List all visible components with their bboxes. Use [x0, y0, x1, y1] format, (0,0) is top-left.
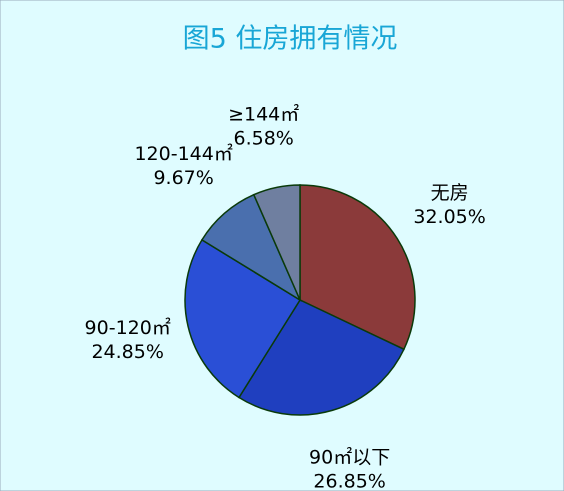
pie-slice: [299, 184, 416, 351]
slice-label: 90㎡以下: [309, 445, 390, 468]
slice-label: ≥144㎡: [228, 102, 299, 125]
slice-label: 120-144㎡: [134, 142, 232, 165]
chart-title: 图5 住房拥有情况: [183, 24, 398, 55]
slice-value-label: 24.85%: [91, 341, 163, 363]
slice-label: 无房: [431, 182, 469, 204]
slice-value-label: 6.58%: [233, 127, 293, 149]
slice-value-label: 9.67%: [153, 167, 213, 189]
pie-slice: [184, 238, 302, 399]
pie-slice: [237, 299, 405, 416]
slice-label: 90-120㎡: [85, 316, 171, 339]
pie-slice: [252, 184, 301, 301]
slice-value-label: 32.05%: [413, 206, 485, 228]
slice-value-label: 26.85%: [313, 470, 385, 491]
